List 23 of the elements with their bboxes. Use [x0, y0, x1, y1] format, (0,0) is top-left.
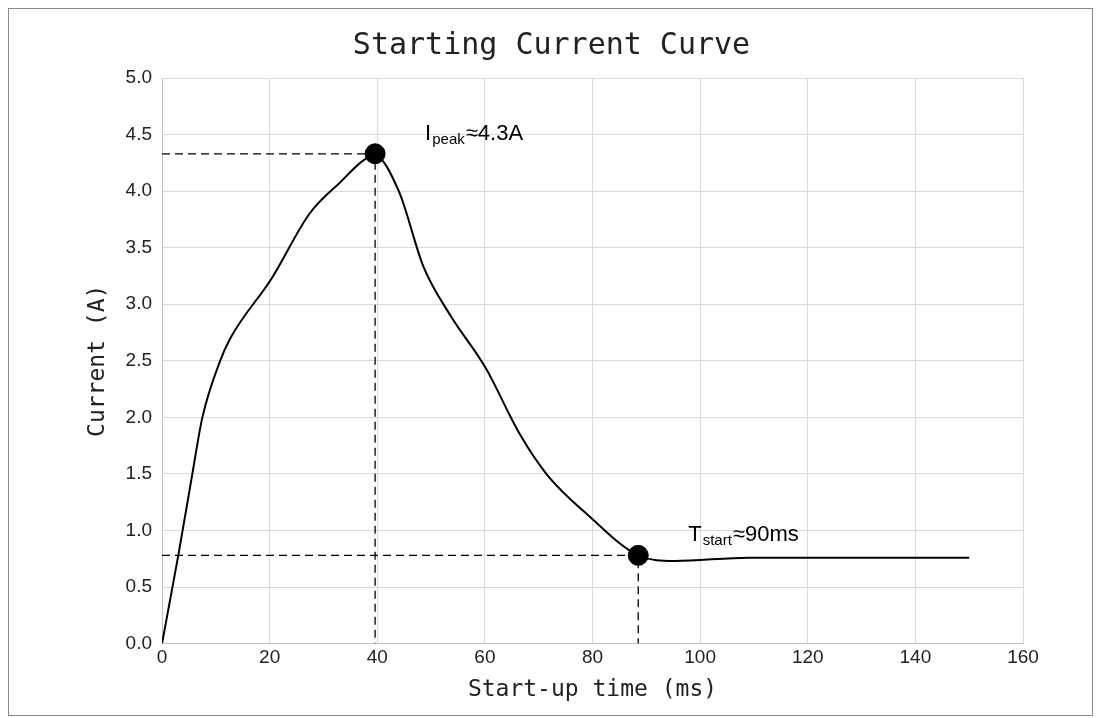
y-tick-label: 1.5 [125, 462, 153, 484]
x-tick-label: 80 [581, 646, 604, 668]
y-tick-label: 4.5 [125, 122, 153, 144]
y-tick-label: 1.0 [125, 518, 153, 540]
x-tick-label: 40 [366, 646, 388, 668]
x-tick-label: 120 [791, 646, 824, 668]
x-tick-label: 140 [899, 646, 932, 668]
y-tick-label: 0.0 [125, 631, 153, 653]
y-tick-label: 3.0 [125, 292, 153, 314]
chart-title: Starting Current Curve [352, 25, 751, 61]
x-tick-label: 160 [1007, 646, 1039, 668]
y-tick-label: 3.5 [125, 235, 153, 257]
x-tick-label: 20 [259, 646, 281, 668]
x-tick-label: 100 [684, 646, 716, 668]
y-tick-label: 0.5 [125, 575, 153, 597]
x-axis-title: Start-up time (ms) [467, 675, 718, 702]
y-tick-label: 2.5 [125, 349, 153, 371]
x-tick-label: 0 [156, 646, 168, 668]
y-tick-label: 4.0 [125, 179, 153, 201]
y-tick-label: 2.0 [125, 405, 153, 427]
x-tick-label: 60 [474, 646, 496, 668]
y-axis-title: Current (A) [82, 284, 109, 437]
y-tick-label: 5.0 [125, 66, 153, 88]
